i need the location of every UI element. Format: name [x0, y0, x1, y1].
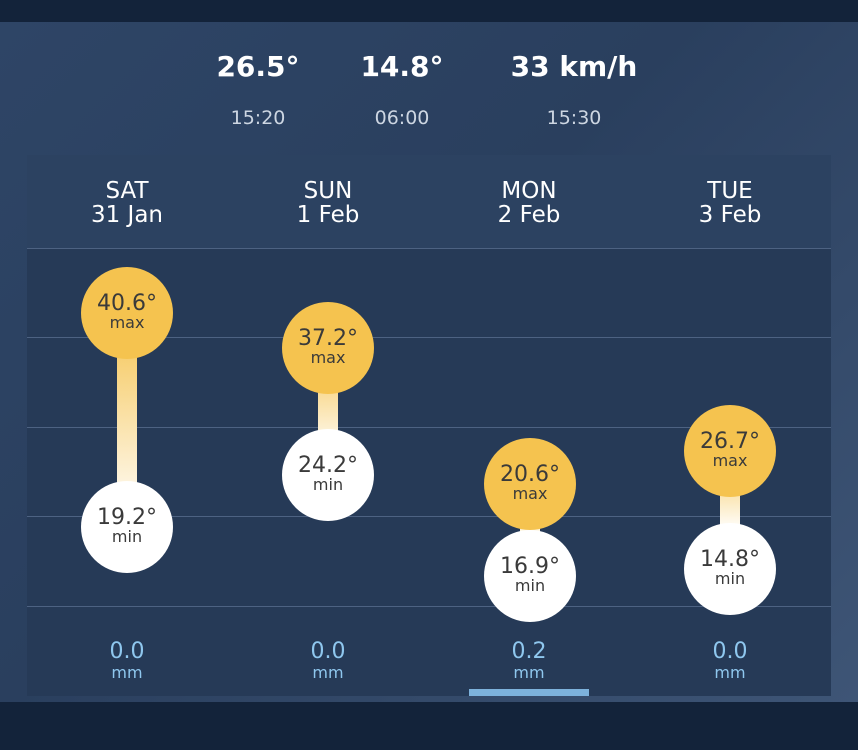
rain-amount: 0.0 mm [27, 640, 227, 682]
max-temp-circle: 26.7° max [684, 405, 776, 497]
weather-panel: 26.5° 15:20 14.8° 06:00 33 km/h 15:30 SA… [0, 22, 858, 702]
min-temp-value: 24.2° [298, 453, 358, 478]
summary-wind-time: 15:30 [546, 107, 602, 129]
rain-value: 0.2 [511, 639, 547, 664]
rain-amount: 0.0 mm [630, 640, 830, 682]
min-temp-label: min [714, 569, 746, 588]
bottom-navigation-bar [0, 702, 858, 750]
top-status-bar [0, 0, 858, 22]
day-column-sun[interactable]: SUN 1 Feb [228, 179, 428, 227]
summary-max-temp-value: 26.5° [216, 50, 300, 83]
rain-value: 0.0 [712, 639, 748, 664]
max-temp-label: max [712, 451, 748, 470]
forecast-chart: SAT 31 Jan 40.6° max 19.2° min 0.0 mm SU… [27, 155, 831, 696]
rain-amount: 0.2 mm [429, 640, 629, 682]
max-temp-label: max [512, 484, 548, 503]
day-column-sat[interactable]: SAT 31 Jan [27, 179, 227, 227]
min-temp-label: min [312, 475, 344, 494]
day-date: 31 Jan [90, 202, 164, 228]
rain-unit: mm [111, 663, 143, 682]
max-temp-circle: 40.6° max [81, 267, 173, 359]
forecast-day-header [27, 155, 831, 248]
rain-unit: mm [513, 663, 545, 682]
day-date: 2 Feb [497, 202, 561, 228]
min-temp-circle: 14.8° min [684, 523, 776, 615]
day-weekday: SUN [303, 178, 353, 204]
summary-max-temp-time: 15:20 [230, 107, 286, 129]
day-column-mon[interactable]: MON 2 Feb [429, 179, 629, 227]
day-weekday: TUE [707, 178, 753, 204]
min-temp-label: min [111, 527, 143, 546]
selected-day-indicator [469, 689, 589, 696]
min-temp-value: 16.9° [500, 554, 560, 579]
summary-min-temp: 14.8° 06:00 [322, 50, 482, 130]
rain-amount: 0.0 mm [228, 640, 428, 682]
summary-wind-value: 33 km/h [510, 50, 638, 83]
min-temp-circle: 16.9° min [484, 530, 576, 622]
summary-min-temp-time: 06:00 [374, 107, 430, 129]
day-date: 1 Feb [296, 202, 360, 228]
min-temp-circle: 19.2° min [81, 481, 173, 573]
day-weekday: SAT [105, 178, 149, 204]
summary-wind: 33 km/h 15:30 [494, 50, 654, 130]
min-temp-value: 19.2° [97, 505, 157, 530]
min-temp-label: min [514, 576, 546, 595]
min-temp-circle: 24.2° min [282, 429, 374, 521]
gridline [27, 337, 831, 338]
gridline [27, 606, 831, 607]
max-temp-value: 20.6° [500, 462, 560, 487]
max-temp-value: 40.6° [97, 291, 157, 316]
max-temp-label: max [109, 313, 145, 332]
rain-unit: mm [312, 663, 344, 682]
gridline [27, 248, 831, 249]
gridline [27, 516, 831, 517]
rain-unit: mm [714, 663, 746, 682]
max-temp-value: 37.2° [298, 326, 358, 351]
day-date: 3 Feb [698, 202, 762, 228]
max-temp-circle: 37.2° max [282, 302, 374, 394]
min-temp-value: 14.8° [700, 547, 760, 572]
max-temp-value: 26.7° [700, 429, 760, 454]
rain-value: 0.0 [310, 639, 346, 664]
day-column-tue[interactable]: TUE 3 Feb [630, 179, 830, 227]
summary-max-temp: 26.5° 15:20 [178, 50, 338, 130]
temp-range-bar [117, 313, 137, 523]
rain-value: 0.0 [109, 639, 145, 664]
gridline [27, 427, 831, 428]
max-temp-label: max [310, 348, 346, 367]
day-weekday: MON [501, 178, 557, 204]
max-temp-circle: 20.6° max [484, 438, 576, 530]
summary-min-temp-value: 14.8° [360, 50, 444, 83]
